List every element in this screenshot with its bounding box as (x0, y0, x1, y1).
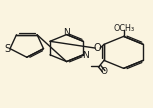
Text: N: N (63, 28, 70, 37)
Text: O: O (100, 67, 107, 76)
Text: N: N (82, 51, 89, 60)
Text: S: S (5, 44, 11, 54)
Text: OCH₃: OCH₃ (113, 24, 134, 33)
Text: O: O (94, 43, 101, 53)
